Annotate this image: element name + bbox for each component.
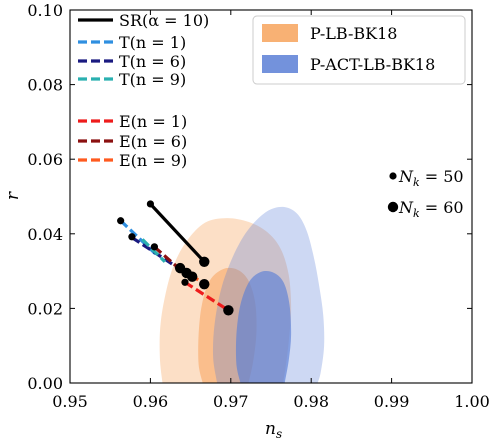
legend-label-6: E(n = 6) (119, 132, 187, 151)
marker-legend-label-1: Nk = 50 (398, 167, 464, 189)
legend-label-1: SR(α = 10) (119, 11, 209, 30)
y-tick-label: 0.10 (27, 1, 63, 20)
marker-nk60-5 (199, 278, 210, 290)
marker-nk50-1 (146, 200, 154, 208)
y-tick-label: 0.02 (27, 299, 63, 318)
axes-layer: 0.95 0.96 0.97 0.98 0.99 1.00 0.00 0.02 0.04 0.06… (3, 1, 490, 440)
legend-label-7: E(n = 9) (119, 151, 187, 170)
x-tick-label: 0.99 (374, 392, 410, 411)
x-tick-label: 0.96 (133, 392, 169, 411)
x-tick-label: 0.95 (52, 392, 88, 411)
marker-legend-subscript: k (413, 176, 420, 189)
contour-legend-swatch-2 (262, 55, 298, 73)
marker-nk60-4 (187, 271, 198, 282)
series-line-1 (149, 202, 206, 263)
marker-nk60-1 (199, 256, 210, 267)
x-axis-label: ns (265, 419, 282, 440)
contour-legend-label-1: P-LB-BK18 (310, 24, 397, 43)
marker-legend-value: = 50 (420, 167, 464, 186)
y-tick-label: 0.08 (27, 76, 63, 95)
legend-label-4: T(n = 9) (119, 70, 186, 89)
y-tick-label: 0.00 (27, 374, 63, 393)
x-tick-label: 0.97 (213, 392, 249, 411)
marker-legend-large (387, 201, 399, 213)
marker-legend-subscript: k (413, 207, 420, 220)
legend-label-3: T(n = 6) (119, 52, 186, 71)
series-line-5 (184, 280, 230, 312)
y-tick-label: 0.06 (27, 150, 63, 169)
contour-pact-68 (235, 271, 292, 383)
marker-nk50-2 (117, 217, 125, 225)
legend-layer: SR(α = 10) T(n = 1)T(n = 6)T(n = 9) E(n = … (78, 11, 466, 220)
series-line-2 (119, 219, 158, 256)
marker-legend-label-2: Nk = 60 (398, 198, 464, 220)
x-tick-label: 1.00 (454, 392, 490, 411)
marker-legend-small (389, 172, 397, 180)
contour-layer (159, 206, 325, 383)
legend-label-2: T(n = 1) (119, 33, 186, 52)
marker-layer (117, 200, 234, 316)
legend-label-5: E(n = 1) (119, 112, 187, 131)
marker-nk50-4 (150, 243, 159, 251)
plot-frame (69, 9, 473, 384)
x-tick-label: 0.98 (293, 392, 329, 411)
y-tick-label: 0.04 (27, 225, 63, 244)
marker-nk50-3 (128, 233, 136, 241)
marker-nk60-6 (223, 305, 234, 316)
contour-legend-swatch-1 (262, 24, 298, 42)
contour-legend-box (252, 15, 466, 85)
x-axis-label-subscript: s (276, 427, 282, 440)
series-line-4 (141, 238, 167, 263)
y-axis-label: r (3, 191, 23, 200)
marker-legend-value: = 60 (420, 198, 464, 217)
contour-legend-label-2: P-ACT-LB-BK18 (310, 55, 435, 74)
marker-nk50-5 (181, 278, 189, 286)
